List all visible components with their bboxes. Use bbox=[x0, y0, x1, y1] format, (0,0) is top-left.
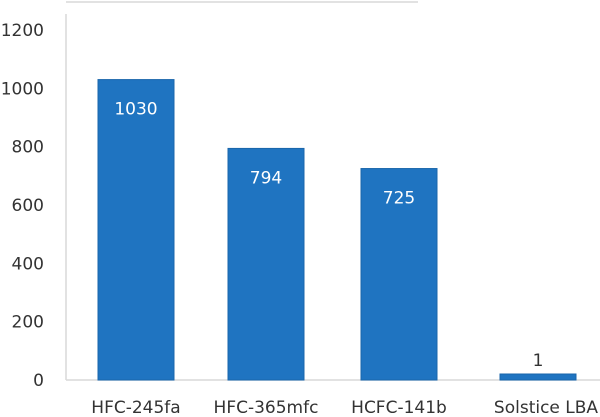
bar-data-label: 794 bbox=[250, 168, 282, 188]
x-category-label: HFC-245fa bbox=[91, 398, 180, 417]
y-axis-ticks: 0 200 400 600 800 1000 1200 bbox=[1, 21, 44, 391]
bar-data-labels: 1030 794 725 1 bbox=[114, 100, 543, 371]
bar bbox=[499, 373, 577, 381]
y-tick-label: 0 bbox=[33, 371, 44, 391]
bar bbox=[360, 168, 438, 381]
bars bbox=[97, 79, 577, 381]
bar-data-label: 1 bbox=[533, 351, 544, 371]
y-tick-label: 400 bbox=[12, 254, 44, 274]
bar-data-label: 725 bbox=[383, 189, 415, 209]
y-tick-label: 800 bbox=[12, 138, 44, 158]
bar-data-label: 1030 bbox=[114, 100, 157, 120]
bar bbox=[97, 79, 175, 381]
y-tick-label: 600 bbox=[12, 196, 44, 216]
y-tick-label: 200 bbox=[12, 313, 44, 333]
bar bbox=[227, 147, 305, 381]
x-category-label: Solstice LBA bbox=[494, 398, 599, 417]
x-category-label: HCFC-141b bbox=[351, 398, 447, 417]
x-category-label: HFC-365mfc bbox=[214, 398, 319, 417]
x-axis-labels: HFC-245fa HFC-365mfc HCFC-141b Solstice LBA bbox=[91, 398, 598, 417]
y-tick-label: 1200 bbox=[1, 21, 44, 41]
y-tick-label: 1000 bbox=[1, 79, 44, 99]
